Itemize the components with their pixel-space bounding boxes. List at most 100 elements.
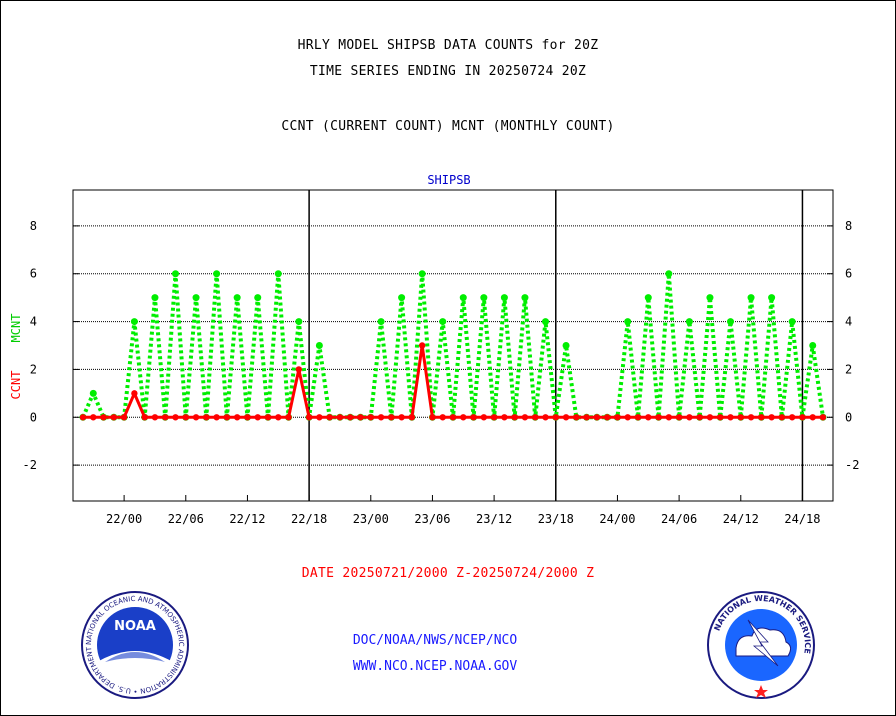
ccnt-series-point	[233, 414, 241, 421]
mcnt-series-point	[562, 342, 570, 349]
x-tick-label: 23/18	[538, 512, 574, 526]
ccnt-series-point	[706, 414, 714, 421]
ccnt-series-point	[79, 414, 87, 421]
ccnt-series-point	[305, 414, 313, 421]
mcnt-series-point	[439, 318, 447, 326]
mcnt-series-point	[788, 318, 796, 326]
ccnt-series-point	[460, 414, 467, 421]
ccnt-series-point	[275, 414, 282, 421]
mcnt-series-point	[727, 318, 734, 326]
ccnt-series-point	[532, 414, 539, 421]
ccnt-series-point	[100, 414, 107, 421]
x-tick-label: 22/18	[291, 512, 327, 526]
mcnt-series-point	[295, 318, 303, 326]
ccnt-series-point	[244, 414, 251, 421]
mcnt-series-point	[459, 294, 467, 302]
series-layer	[79, 270, 827, 421]
ccnt-series-point	[418, 342, 426, 349]
x-tick-label: 24/12	[723, 512, 759, 526]
y-tick-label-left: 2	[30, 362, 37, 376]
org-path-link[interactable]: DOC/NOAA/NWS/NCEP/NCO	[352, 633, 518, 648]
x-tick-label: 22/00	[106, 512, 142, 526]
y-tick-label-right: 2	[845, 362, 852, 376]
ccnt-series-point	[768, 414, 775, 421]
mcnt-series-point	[172, 270, 179, 278]
ccnt-series-point	[624, 414, 631, 421]
x-tick-label: 22/06	[168, 512, 204, 526]
date-range: DATE 20250721/2000 Z-20250724/2000 Z	[301, 566, 595, 581]
ccnt-series-point	[737, 414, 744, 421]
ccnt-series-point	[357, 414, 364, 421]
ccnt-series-point	[562, 414, 570, 421]
ccnt-series-point	[388, 414, 395, 421]
ccnt-series-point	[223, 414, 231, 421]
ccnt-series-point	[778, 414, 786, 421]
mcnt-series-point	[254, 294, 262, 302]
ccnt-series-point	[480, 414, 488, 421]
y-tick-label-left: 4	[30, 315, 37, 329]
mcnt-series-point	[233, 294, 241, 302]
ccnt-series-point	[192, 414, 200, 421]
ccnt-series-point	[521, 414, 529, 421]
ccnt-series-point	[490, 414, 498, 421]
ccnt-series-point	[295, 366, 303, 373]
ccnt-series-point	[141, 414, 148, 421]
ccnt-series-point	[264, 414, 272, 421]
ccnt-series-point	[542, 414, 549, 421]
ccnt-series-point	[326, 414, 333, 421]
ccnt-series-point	[213, 414, 220, 421]
mcnt-series-point	[685, 318, 693, 326]
ccnt-series-point	[377, 414, 385, 421]
ccnt-series-point	[758, 414, 765, 421]
mcnt-series-point	[747, 294, 755, 302]
mcnt-series-point	[480, 294, 488, 302]
ccnt-series-point	[285, 414, 292, 421]
ccnt-series-point	[573, 414, 580, 421]
ccnt-series-point	[686, 414, 693, 421]
ccnt-series-point	[717, 414, 724, 421]
ccnt-series-point	[120, 414, 128, 421]
x-tick-label: 22/12	[229, 512, 265, 526]
ccnt-series-point	[655, 414, 662, 421]
ccnt-series-point	[162, 414, 169, 421]
y-tick-label-left: -2	[23, 458, 37, 472]
ccnt-series-point	[470, 414, 477, 421]
ccnt-series-point	[203, 414, 210, 421]
ccnt-series-point	[367, 414, 374, 421]
mcnt-series-point	[500, 294, 508, 302]
mcnt-series-point	[213, 270, 221, 278]
x-tick-label: 24/06	[661, 512, 697, 526]
mcnt-series-point	[644, 294, 652, 302]
mcnt-series-point	[521, 294, 529, 302]
ccnt-series-point	[552, 414, 559, 421]
y-tick-label-left: 0	[30, 410, 37, 424]
ccnt-series-point	[254, 414, 261, 421]
mcnt-series-point	[192, 294, 200, 302]
ccnt-series-point	[172, 414, 179, 421]
ccnt-series-point	[583, 414, 590, 421]
ccnt-series-point	[603, 414, 611, 421]
ccnt-series-point	[347, 414, 354, 421]
mcnt-series-point	[315, 342, 323, 349]
ccnt-series-point	[398, 414, 405, 421]
ccnt-series-point	[675, 414, 683, 421]
ccnt-series-point	[696, 414, 703, 421]
website-link[interactable]: WWW.NCO.NCEP.NOAA.GOV	[352, 659, 518, 674]
plot-title: SHIPSB	[427, 173, 470, 187]
mcnt-series-point	[665, 270, 673, 278]
y-tick-label-left: 8	[30, 219, 37, 233]
mcnt-series-point	[377, 318, 385, 326]
x-tick-label: 23/12	[476, 512, 512, 526]
ccnt-series-point	[90, 414, 97, 421]
ccnt-series-point	[316, 414, 323, 421]
mcnt-series-point	[151, 294, 159, 302]
y-tick-label-right: 8	[845, 219, 852, 233]
ccnt-series-point	[131, 390, 138, 397]
ccnt-series-point	[511, 414, 518, 421]
ccnt-series-point	[182, 414, 189, 421]
chart-legend-line: CCNT (CURRENT COUNT) MCNT (MONTHLY COUNT…	[281, 119, 615, 134]
mcnt-series-point	[706, 294, 714, 302]
y-tick-label-right: 0	[845, 410, 852, 424]
ccnt-series-point	[747, 414, 755, 421]
